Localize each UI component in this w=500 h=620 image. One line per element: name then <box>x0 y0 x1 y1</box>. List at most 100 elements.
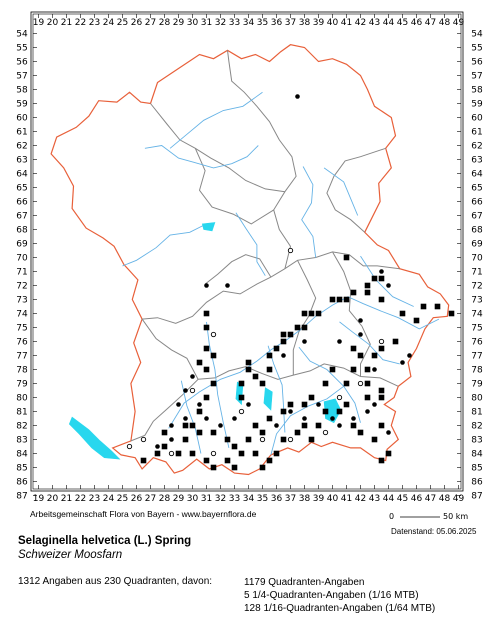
y-tick-left-77: 77 <box>16 352 27 362</box>
records-breakdown: 1179 Quadranten-Angaben 5 1/4-Quadranten… <box>244 576 435 615</box>
y-tick-left-54: 54 <box>16 30 28 40</box>
record-subquadrant-dot <box>169 423 174 428</box>
x-tick-top-27: 27 <box>145 18 156 28</box>
y-tick-left-61: 61 <box>16 128 27 138</box>
x-tick-top-24: 24 <box>103 18 115 28</box>
regional-border <box>332 251 371 377</box>
x-tick-top-25: 25 <box>117 18 128 28</box>
y-tick-right-81: 81 <box>471 408 482 418</box>
record-quadrant-square <box>224 436 231 443</box>
record-quadrant-square <box>343 296 350 303</box>
x-tick-bottom-42: 42 <box>355 494 366 504</box>
record-subquadrant-dot <box>274 423 279 428</box>
record-quadrant-square <box>350 345 357 352</box>
record-quadrant-square <box>364 282 371 289</box>
record-subquadrant-dot <box>400 360 405 365</box>
y-tick-right-73: 73 <box>471 296 482 306</box>
y-tick-right-74: 74 <box>471 310 483 320</box>
record-open-circle <box>168 450 175 457</box>
record-quadrant-square <box>378 387 385 394</box>
record-quadrant-square <box>287 331 294 338</box>
x-tick-bottom-21: 21 <box>61 494 72 504</box>
record-subquadrant-dot <box>379 269 384 274</box>
x-tick-bottom-27: 27 <box>145 494 156 504</box>
axis-ticks: 1919202021212222232324242525262627272828… <box>16 14 483 504</box>
record-quadrant-square <box>378 275 385 282</box>
record-quadrant-square <box>140 457 147 464</box>
record-quadrant-square <box>343 254 350 261</box>
record-quadrant-square <box>385 450 392 457</box>
record-quadrant-square <box>245 366 252 373</box>
y-tick-left-85: 85 <box>16 464 27 474</box>
record-quadrant-square <box>238 450 245 457</box>
record-quadrant-square <box>350 422 357 429</box>
y-tick-right-68: 68 <box>471 226 483 236</box>
record-subquadrant-dot <box>183 388 188 393</box>
record-quadrant-square <box>364 289 371 296</box>
lake <box>201 222 216 232</box>
x-tick-top-32: 32 <box>215 18 226 28</box>
y-tick-left-58: 58 <box>16 86 28 96</box>
y-tick-left-63: 63 <box>16 156 27 166</box>
y-tick-right-70: 70 <box>471 254 483 264</box>
record-subquadrant-dot <box>288 409 293 414</box>
lake <box>323 398 342 424</box>
x-tick-bottom-47: 47 <box>425 494 436 504</box>
y-tick-right-66: 66 <box>471 198 483 208</box>
attribution-text: Arbeitsgemeinschaft Flora von Bayern - w… <box>30 509 257 519</box>
y-tick-left-55: 55 <box>16 44 27 54</box>
record-quadrant-square <box>301 310 308 317</box>
x-tick-bottom-49: 49 <box>453 494 465 504</box>
y-tick-left-73: 73 <box>16 296 27 306</box>
record-quadrant-square <box>252 422 259 429</box>
record-subquadrant-dot <box>204 416 209 421</box>
y-tick-left-74: 74 <box>16 310 28 320</box>
y-tick-left-67: 67 <box>16 212 27 222</box>
x-tick-top-46: 46 <box>411 18 423 28</box>
x-tick-top-38: 38 <box>299 18 311 28</box>
x-tick-bottom-39: 39 <box>313 494 325 504</box>
record-quadrant-square <box>413 317 420 324</box>
scale-start-label: 0 <box>389 512 394 521</box>
record-quadrant-square <box>259 380 266 387</box>
y-tick-right-83: 83 <box>471 436 482 446</box>
record-subquadrant-dot <box>358 318 363 323</box>
y-tick-right-65: 65 <box>471 184 482 194</box>
x-tick-bottom-44: 44 <box>383 494 395 504</box>
record-subquadrant-dot <box>155 444 160 449</box>
record-open-circle <box>140 436 147 443</box>
river <box>144 145 259 169</box>
record-quadrant-square <box>308 436 315 443</box>
record-subquadrant-dot <box>281 353 286 358</box>
record-quadrant-square <box>336 296 343 303</box>
y-tick-left-78: 78 <box>16 366 28 376</box>
y-tick-left-65: 65 <box>16 184 27 194</box>
y-tick-right-82: 82 <box>471 422 482 432</box>
x-tick-top-44: 44 <box>383 18 395 28</box>
bavaria-state-border <box>50 44 450 476</box>
regional-border <box>130 318 199 442</box>
record-subquadrant-dot <box>386 430 391 435</box>
river <box>169 91 263 149</box>
x-tick-bottom-40: 40 <box>327 494 339 504</box>
record-quadrant-square <box>203 457 210 464</box>
record-quadrant-square <box>266 366 273 373</box>
y-tick-left-84: 84 <box>16 450 28 460</box>
y-tick-left-87: 87 <box>16 492 27 502</box>
record-quadrant-square <box>245 359 252 366</box>
records-summary: 1312 Angaben aus 230 Quadranten, davon: <box>18 576 213 587</box>
x-tick-bottom-33: 33 <box>229 494 240 504</box>
river <box>298 346 361 423</box>
regional-border <box>142 251 400 324</box>
record-quadrant-square <box>420 303 427 310</box>
record-quadrant-square <box>245 436 252 443</box>
record-quadrant-square <box>280 436 287 443</box>
record-quadrant-square <box>378 296 385 303</box>
y-tick-right-69: 69 <box>471 240 483 250</box>
record-quadrant-square <box>196 359 203 366</box>
y-tick-left-79: 79 <box>16 380 28 390</box>
river <box>323 167 359 216</box>
x-tick-bottom-28: 28 <box>159 494 171 504</box>
record-quadrant-square <box>203 345 210 352</box>
